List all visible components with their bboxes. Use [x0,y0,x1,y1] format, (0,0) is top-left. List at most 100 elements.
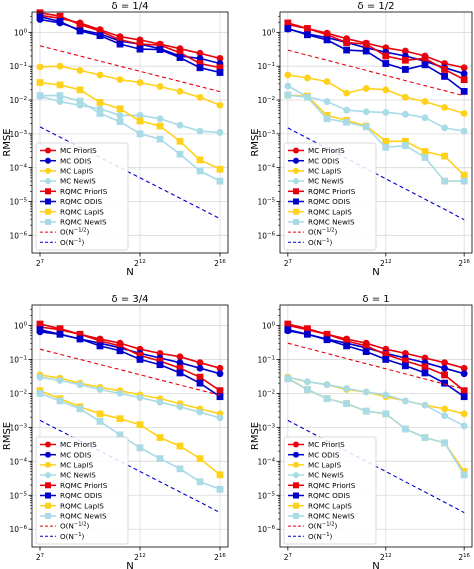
data-point [36,79,44,86]
y-tick-label: 10−3 [258,130,276,139]
data-point [343,118,351,126]
data-point [421,401,429,409]
data-point [421,363,429,371]
legend-label: O(N−1/2) [60,522,90,531]
legend-marker [293,218,299,225]
data-point [343,385,351,392]
data-point [421,61,429,69]
data-point [116,342,124,350]
legend-item-mc-prioris: MC PriorIS [40,440,97,449]
series-line [287,27,465,93]
data-point [196,167,204,175]
data-point [323,31,331,39]
data-point [136,394,144,402]
series-rqmc-newis [284,375,468,479]
legend-item-rqmc-prioris: RQMC PriorIS [40,187,108,196]
series-line [39,126,221,220]
legend-label: RQMC NewIS [308,218,355,227]
data-point [343,39,351,46]
chart-title: δ = 1/2 [358,1,395,12]
series-line [287,329,465,375]
legend-label: MC ODIS [60,450,92,459]
data-point [460,64,468,72]
x-tick-label: 212 [134,259,146,268]
legend-marker [293,482,299,489]
data-point [304,378,311,386]
legend-marker [293,147,299,154]
y-tick-label: 10−4 [10,164,28,173]
legend-item-rqmc-newis: RQMC NewIS [40,218,107,227]
data-point [460,177,468,185]
data-point [96,386,104,393]
x-axis-label: N [126,267,133,278]
x-tick-label: 216 [458,259,470,268]
x-tick-label: 216 [214,259,226,268]
data-point [136,356,144,363]
series-mc-newis [284,373,468,430]
data-point [216,485,224,493]
y-tick-label: 10−2 [258,389,276,398]
data-point [304,31,311,39]
data-point [176,121,184,129]
data-point [421,54,429,62]
data-point [382,86,390,94]
data-point [362,123,370,131]
data-point [421,114,429,122]
legend-item-rqmc-lapis: RQMC LapIS [40,501,104,510]
data-point [362,85,370,92]
data-point [196,64,204,72]
data-point [362,348,370,355]
data-point [284,375,292,383]
data-point [156,455,164,463]
legend-item-rqmc-lapis: RQMC LapIS [288,501,352,510]
legend-item-rqmc-lapis: RQMC LapIS [288,207,352,216]
y-tick-label: 10−5 [258,197,276,206]
series-rqmc-prioris [36,320,224,395]
data-point [76,381,84,389]
legend-item-rqmc-newis: RQMC NewIS [288,512,355,521]
legend-item-rqmc-prioris: RQMC PriorIS [288,187,356,196]
y-tick-label: 10−4 [10,457,28,466]
legend-marker [45,188,51,195]
data-point [216,393,224,401]
legend-label: RQMC LapIS [308,501,352,510]
data-point [382,109,390,116]
data-point [460,70,468,78]
data-point [76,405,84,413]
data-point [323,36,331,44]
y-tick-label: 10−3 [10,130,28,139]
legend-label: MC NewIS [308,471,344,480]
legend-marker [293,188,299,195]
data-point [323,115,331,123]
data-point [421,434,429,441]
y-tick-label: 10−2 [10,96,28,105]
data-point [216,101,224,109]
series-o-n-1-2 [287,342,465,390]
data-point [56,330,64,338]
data-point [304,386,311,393]
x-axis-label: N [372,561,379,569]
data-point [196,364,204,372]
data-point [96,110,104,117]
legend-marker [293,451,299,458]
data-point [96,32,104,40]
y-tick-label: 10−3 [10,423,28,432]
data-point [76,86,84,94]
data-point [176,364,184,372]
data-point [56,397,64,405]
data-point [76,330,84,338]
legend-marker [293,502,299,509]
y-tick-label: 10−6 [258,525,276,534]
data-point [156,46,164,53]
data-point [56,92,64,100]
data-point [176,87,184,95]
data-point [116,36,124,44]
legend-label: O(N−1/2) [60,228,90,237]
series-rqmc-lapis [36,79,224,173]
x-tick-label: 212 [380,553,392,562]
y-tick-label: 100 [262,28,276,37]
y-tick-label: 10−1 [258,62,276,71]
data-point [323,381,331,389]
